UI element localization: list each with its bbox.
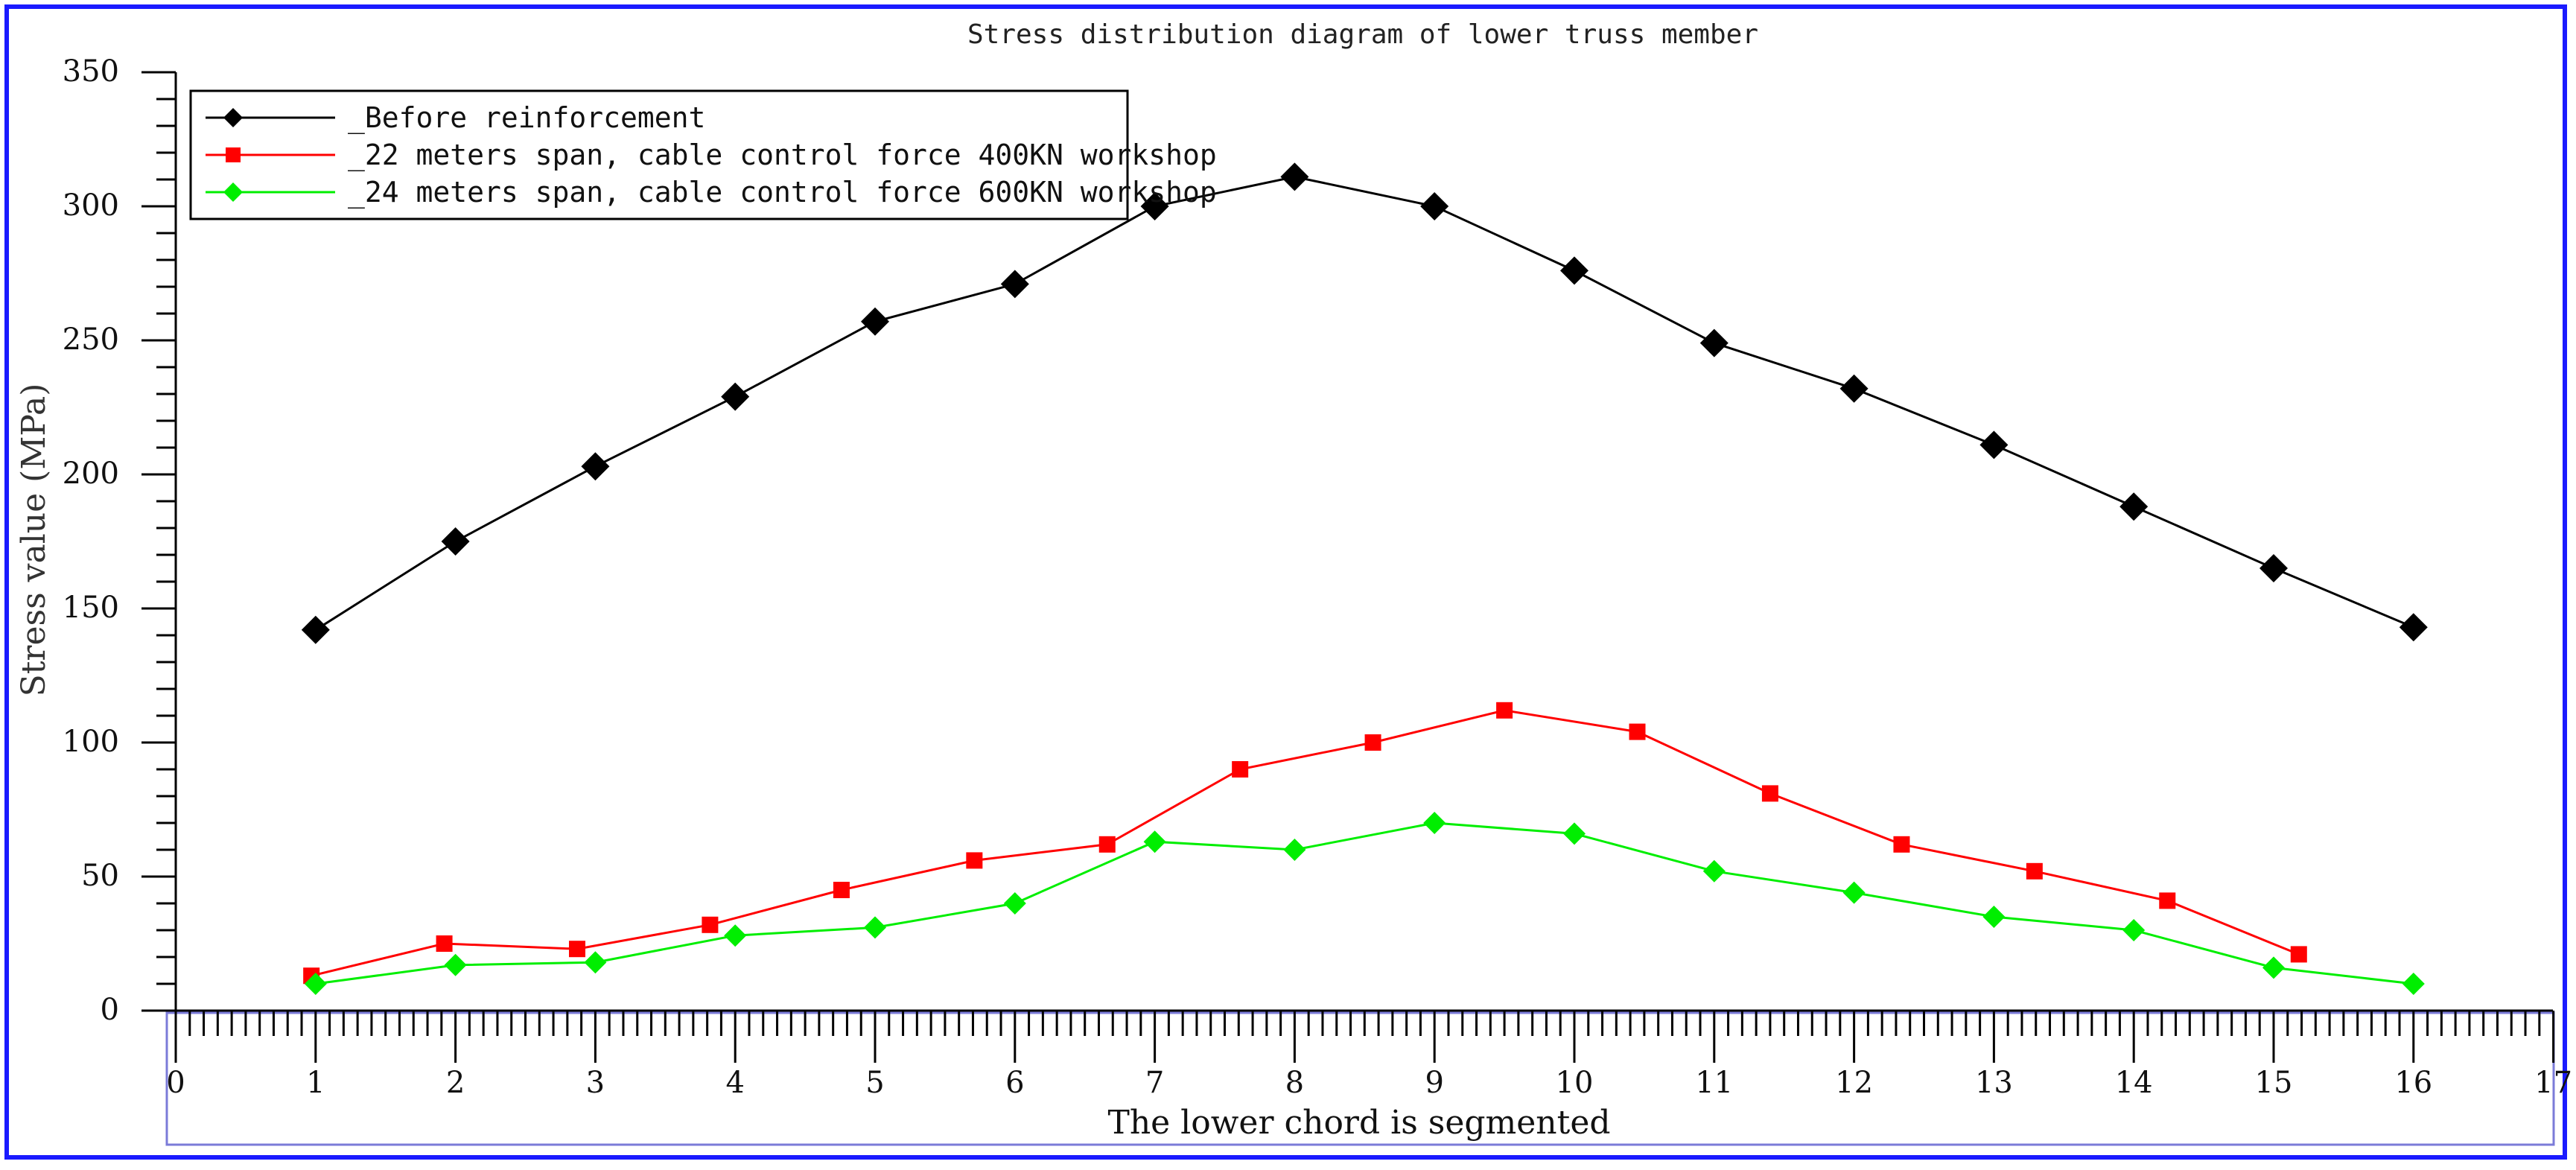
series-2 — [303, 702, 2307, 985]
legend-item: _Before reinforcement — [206, 101, 705, 135]
data-point — [1629, 723, 1646, 740]
data-point — [1423, 812, 1446, 834]
data-point — [1283, 839, 1306, 861]
legend-marker — [223, 182, 243, 202]
data-point — [304, 973, 327, 995]
data-point — [1280, 162, 1309, 191]
data-point — [2159, 892, 2176, 909]
data-point — [2026, 862, 2043, 880]
data-point — [584, 951, 607, 974]
x-tick-label: 4 — [725, 1066, 744, 1100]
series-line — [314, 175, 2414, 632]
data-point — [1893, 836, 1910, 853]
data-point — [1560, 256, 1588, 285]
x-tick-label: 6 — [1005, 1066, 1024, 1100]
y-tick-label: 150 — [63, 591, 119, 625]
data-point — [1003, 892, 1026, 915]
x-tick-label: 3 — [586, 1066, 605, 1100]
data-point — [966, 852, 983, 869]
data-point — [1143, 830, 1166, 853]
data-point — [301, 615, 330, 644]
data-point — [1761, 785, 1778, 802]
x-tick-label: 0 — [166, 1066, 185, 1100]
x-tick-label: 16 — [2394, 1066, 2432, 1100]
data-point — [2402, 973, 2425, 995]
data-point — [702, 916, 719, 933]
x-tick-label: 2 — [446, 1066, 465, 1100]
legend-item: _22 meters span, cable control force 400… — [206, 139, 1217, 172]
data-point — [2262, 956, 2285, 979]
y-tick-label: 0 — [101, 993, 119, 1027]
data-point — [1563, 822, 1586, 845]
data-point — [1232, 761, 1249, 778]
y-tick-label: 50 — [81, 859, 119, 893]
data-point — [721, 382, 750, 411]
series-line — [311, 709, 2300, 977]
legend-box — [189, 89, 1129, 220]
data-point — [1699, 328, 1729, 357]
y-tick-label: 350 — [63, 54, 119, 89]
y-axis-label: Stress value (MPa) — [15, 384, 53, 697]
data-point — [1140, 192, 1169, 220]
data-point — [2122, 919, 2146, 941]
x-tick-label: 12 — [1835, 1066, 1873, 1100]
data-point — [2259, 554, 2288, 582]
data-point — [1000, 270, 1029, 299]
x-tick-label: 17 — [2534, 1066, 2572, 1100]
x-tick-label: 10 — [1556, 1066, 1594, 1100]
data-point — [1098, 836, 1116, 853]
y-tick-label: 300 — [63, 188, 119, 223]
data-point — [2119, 492, 2149, 521]
x-tick-label: 13 — [1975, 1066, 2013, 1100]
legend-item: _24 meters span, cable control force 600… — [206, 176, 1217, 209]
y-tick-label: 250 — [63, 322, 119, 357]
data-point — [1979, 430, 2009, 460]
data-point — [436, 935, 453, 952]
x-tick-label: 8 — [1285, 1066, 1304, 1100]
chart-frame — [4, 4, 2567, 1160]
chart-title: Stress distribution diagram of lower tru… — [967, 19, 1758, 50]
data-point — [444, 953, 467, 976]
data-point — [1982, 906, 2006, 928]
legend-marker — [223, 108, 243, 127]
data-point — [2399, 613, 2428, 642]
data-point — [441, 527, 470, 556]
x-tick-label: 11 — [1695, 1066, 1733, 1100]
series-3 — [304, 812, 2425, 995]
legend-label: _Before reinforcement — [348, 101, 705, 135]
data-point — [861, 307, 889, 336]
data-point — [1839, 374, 1869, 403]
data-point — [833, 882, 850, 898]
x-tick-label: 15 — [2255, 1066, 2293, 1100]
legend-label: _24 meters span, cable control force 600… — [348, 176, 1217, 209]
series-line — [315, 821, 2414, 985]
legend-label: _22 meters span, cable control force 400… — [348, 139, 1217, 172]
x-axis-box — [165, 1011, 2555, 1146]
x-tick-label: 5 — [865, 1066, 884, 1100]
series-1 — [301, 162, 2428, 644]
x-axis-label: The lower chord is segmented — [1107, 1104, 1610, 1142]
data-point — [1364, 734, 1381, 751]
x-tick-label: 7 — [1145, 1066, 1164, 1100]
x-tick-label: 14 — [2115, 1066, 2153, 1100]
series-layer — [301, 162, 2428, 995]
data-point — [1420, 192, 1449, 220]
data-point — [568, 941, 585, 958]
data-point — [724, 924, 747, 947]
x-tick-label: 1 — [306, 1066, 325, 1100]
x-tick-label: 9 — [1425, 1066, 1443, 1100]
data-point — [864, 916, 886, 939]
legend: _Before reinforcement _22 meters span, ca… — [189, 89, 1217, 220]
data-point — [1842, 881, 1866, 904]
y-tick-label: 100 — [63, 725, 119, 759]
data-point — [1496, 702, 1513, 719]
legend-marker — [226, 147, 241, 162]
data-point — [2290, 946, 2307, 963]
data-point — [581, 452, 610, 481]
data-point — [1702, 859, 1726, 883]
y-tick-label: 200 — [63, 457, 119, 491]
